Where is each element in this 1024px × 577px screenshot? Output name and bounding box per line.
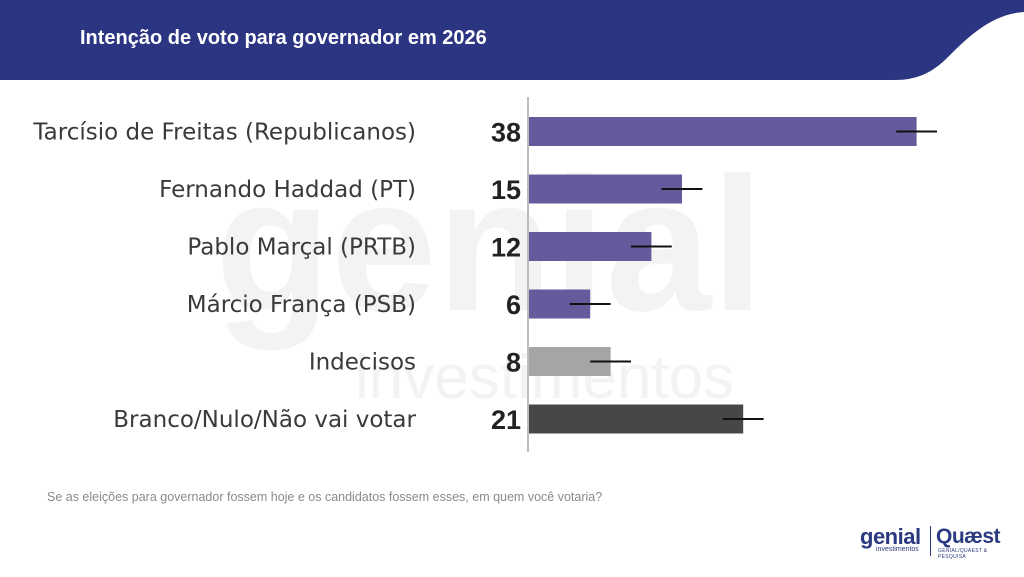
bar-chart: Tarcísio de Freitas (Republicanos) 38 Fern…: [32, 97, 937, 452]
logo-separator: [930, 526, 931, 556]
bar-5: [529, 404, 744, 434]
value-label-5: 21: [491, 405, 521, 435]
genial-logo-sub: investimentos: [876, 546, 919, 553]
bar-0: [529, 117, 917, 146]
header-shape: [0, 0, 1024, 80]
value-label-3: 6: [506, 290, 521, 320]
value-label-1: 15: [491, 175, 521, 205]
category-label-4: Indecisos: [309, 350, 416, 376]
genial-logo: genial: [860, 524, 921, 549]
value-label-0: 38: [491, 118, 521, 148]
footnote: Se as eleições para governador fossem ho…: [47, 490, 603, 504]
header-banner: Intenção de voto para governador em 2026: [0, 0, 1024, 80]
category-label-1: Fernando Haddad (PT): [159, 177, 416, 203]
bar-1: [529, 174, 682, 204]
value-label-2: 12: [491, 233, 521, 263]
quaest-logo-sub: GENIAL/QUAEST & PESQUISA: [938, 548, 988, 560]
quaest-logo: Quæst: [936, 525, 1001, 548]
category-label-5: Branco/Nulo/Não vai votar: [113, 407, 416, 433]
value-label-4: 8: [506, 348, 521, 378]
page-title: Intenção de voto para governador em 2026: [80, 27, 487, 49]
category-label-3: Márcio França (PSB): [187, 292, 416, 318]
category-label-0: Tarcísio de Freitas (Republicanos): [32, 120, 416, 146]
brand-logos: genial investimentos Quæst GENIAL/QUAEST…: [860, 524, 1010, 560]
category-label-2: Pablo Marçal (PRTB): [187, 235, 416, 261]
